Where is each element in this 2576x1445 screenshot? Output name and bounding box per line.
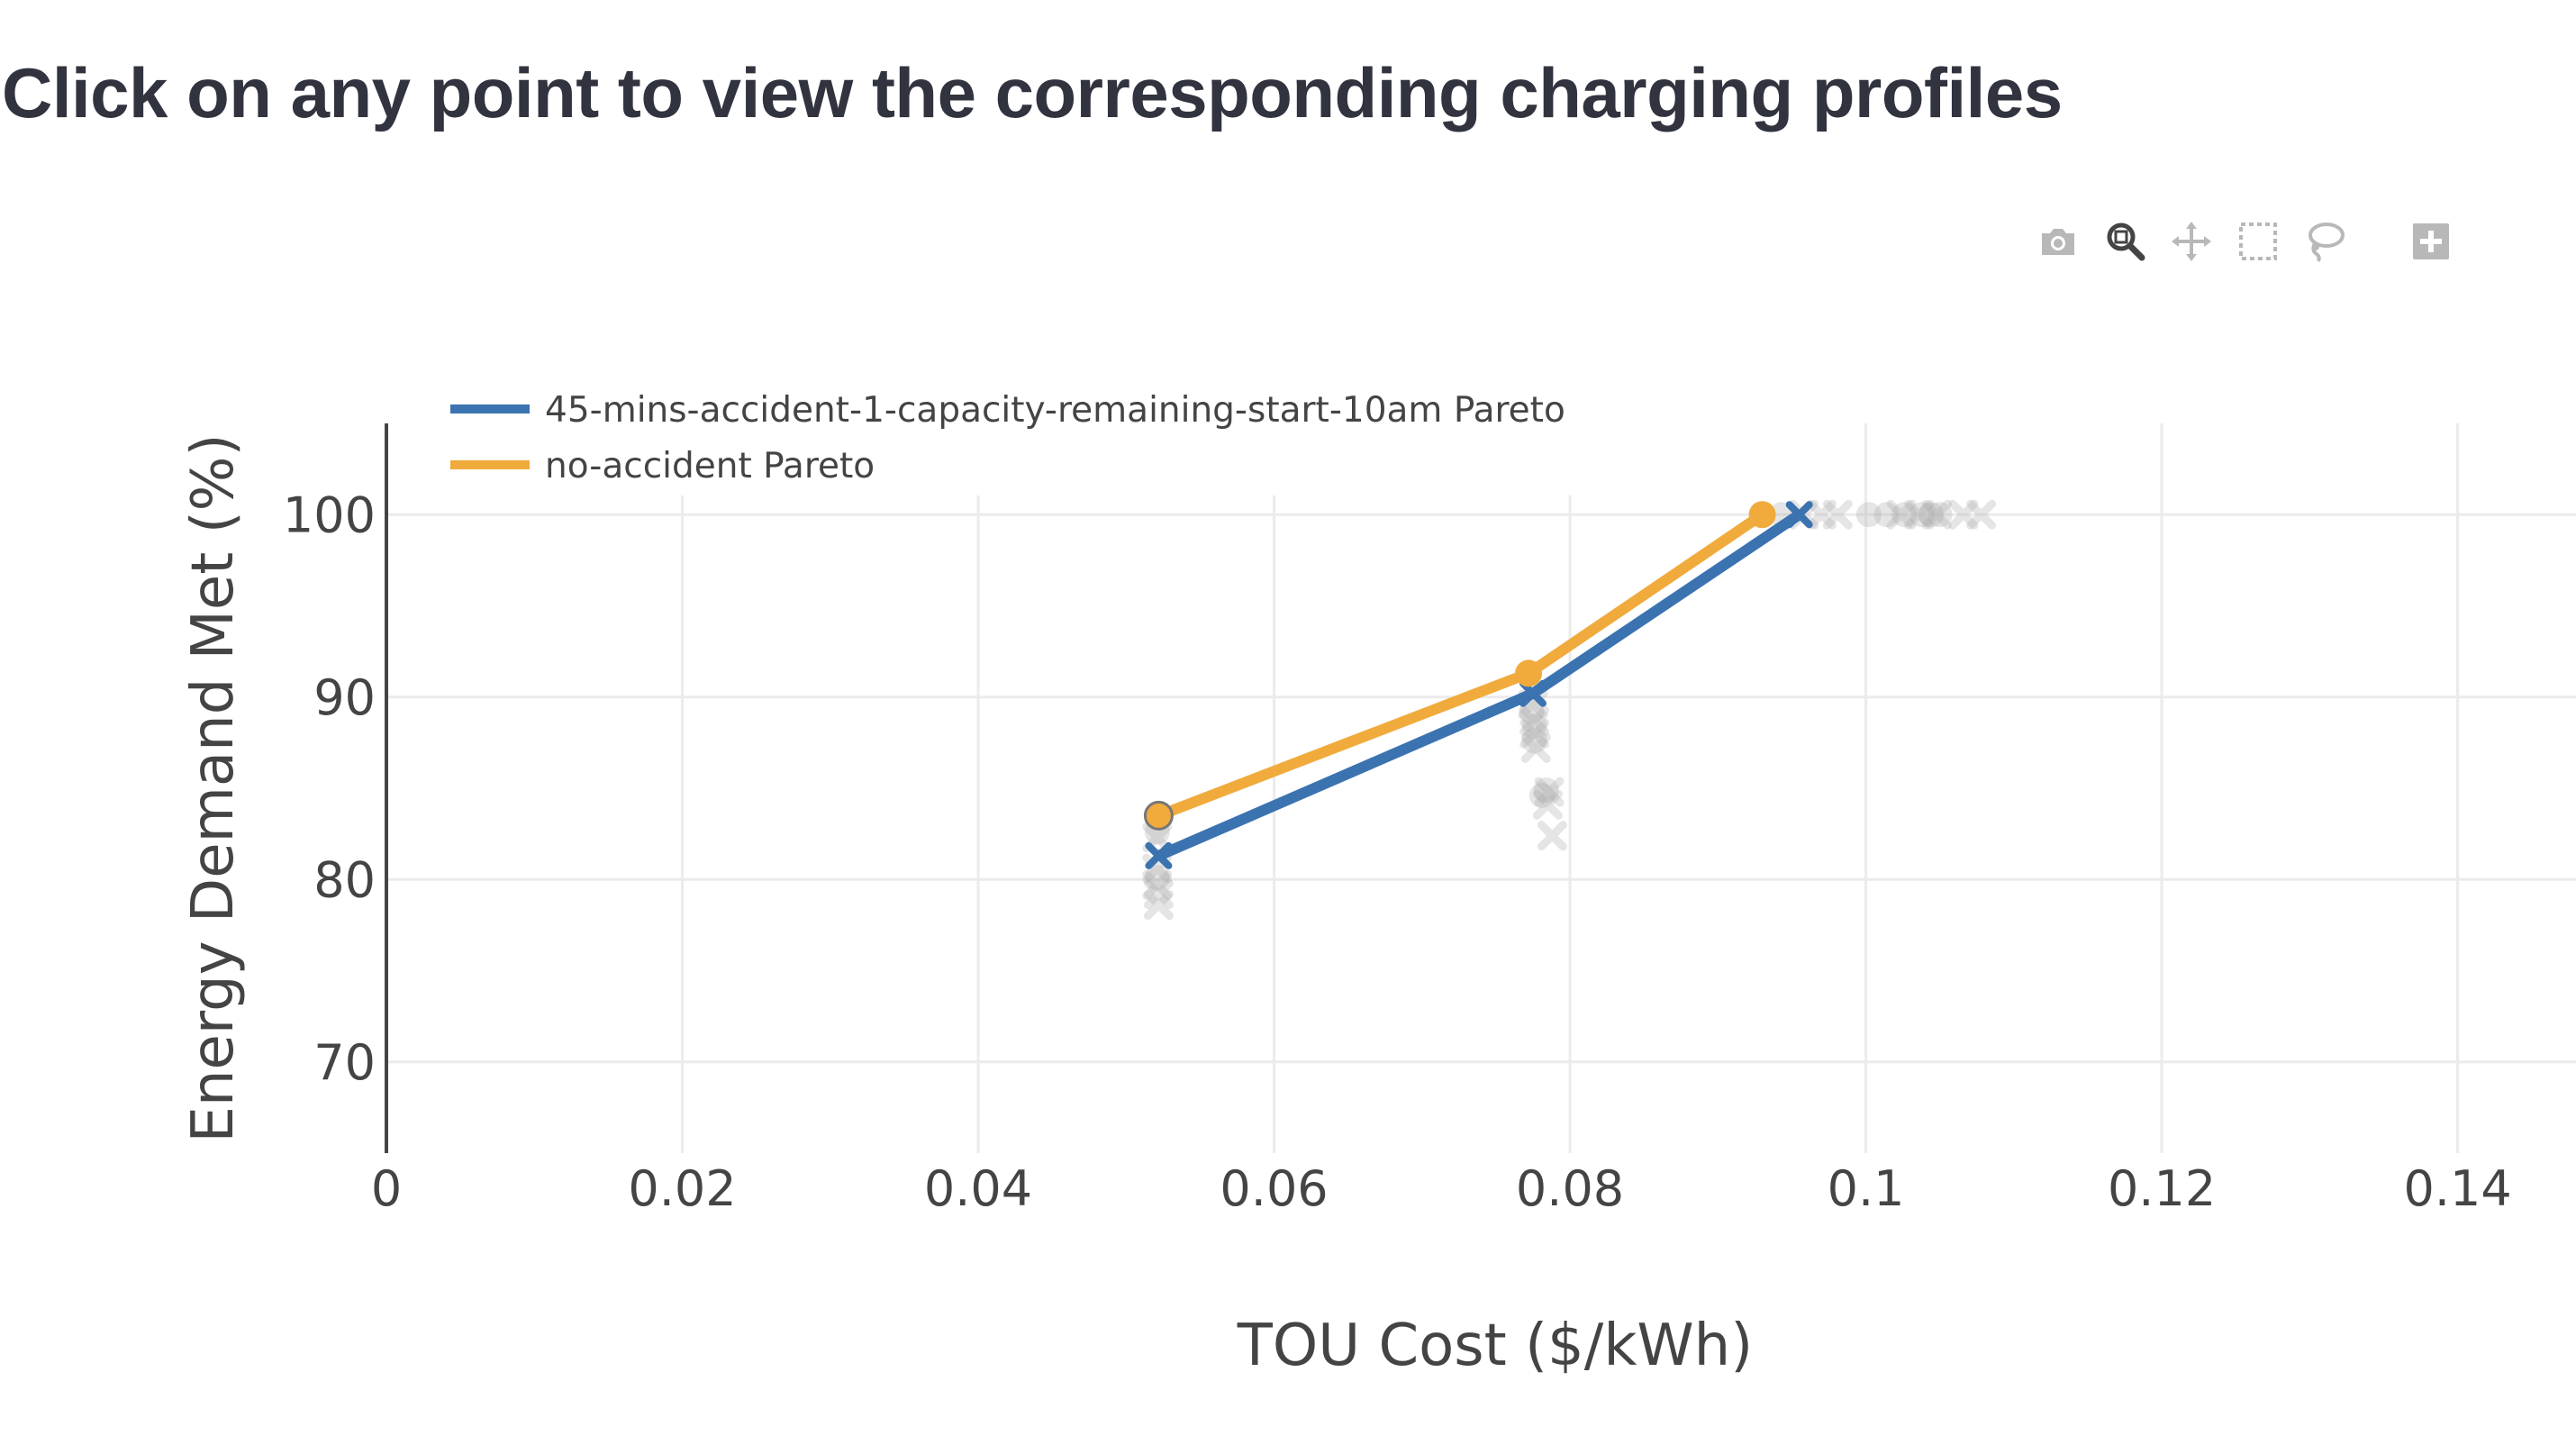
background-point-x-2[interactable]: [1142, 869, 1173, 900]
series-0-point-0[interactable]: [1145, 841, 1173, 869]
y-tick-label-2: 90: [313, 669, 376, 726]
legend-item-0[interactable]: 45-mins-accident-1-capacity-remaining-st…: [450, 390, 1565, 431]
page-title: Click on any point to view the correspon…: [2, 53, 2063, 132]
background-point-x-16[interactable]: [1904, 499, 1935, 530]
background-point-x-19[interactable]: [1966, 499, 1997, 530]
box-select-icon[interactable]: [2231, 214, 2285, 268]
background-point-circle-8[interactable]: [1855, 502, 1882, 528]
x-tick-label-2: 0.04: [924, 1160, 1032, 1217]
background-point-x-15[interactable]: [1886, 499, 1917, 530]
background-point-x-3[interactable]: [1143, 878, 1174, 909]
background-point-x-17[interactable]: [1921, 499, 1952, 530]
series-1-point-2[interactable]: [1748, 501, 1776, 529]
y-tick-labels: 70 80 90 100: [283, 486, 376, 1091]
zoom-in-icon[interactable]: [2404, 214, 2458, 268]
background-point-circle-6[interactable]: [1533, 777, 1559, 804]
background-point-circle-5[interactable]: [1528, 783, 1555, 809]
series-line-1[interactable]: [1156, 510, 1765, 821]
pan-icon[interactable]: [2164, 214, 2218, 268]
y-axis-title: Energy Demand Met (%): [180, 434, 247, 1143]
lasso-select-icon[interactable]: [2298, 214, 2352, 268]
background-point-circle-1[interactable]: [1144, 865, 1170, 891]
x-tick-label-3: 0.06: [1220, 1160, 1328, 1217]
background-point-x-10[interactable]: [1537, 821, 1567, 851]
background-point-x-7[interactable]: [1519, 718, 1550, 749]
background-point-circle-4[interactable]: [1521, 728, 1547, 754]
background-point-x-8[interactable]: [1520, 732, 1551, 763]
x-tick-label-5: 0.1: [1828, 1160, 1905, 1217]
camera-icon[interactable]: [2031, 214, 2085, 268]
x-tick-label-6: 0.12: [2108, 1160, 2216, 1217]
background-point-x-9[interactable]: [1534, 777, 1565, 807]
y-tick-label-3: 100: [283, 486, 376, 543]
background-point-circle-13[interactable]: [1927, 502, 1953, 528]
legend-background: [425, 378, 1731, 495]
background-point-circle-11[interactable]: [1909, 502, 1935, 528]
legend[interactable]: 45-mins-accident-1-capacity-remaining-st…: [425, 378, 1731, 495]
pareto-series[interactable]: [1143, 501, 1813, 869]
series-0-point-1[interactable]: [1519, 679, 1547, 707]
background-point-circle-3[interactable]: [1521, 713, 1547, 740]
background-point-x-14[interactable]: [1822, 499, 1853, 530]
x-tick-label-0: 0: [371, 1160, 402, 1217]
x-tick-label-7: 0.14: [2403, 1160, 2511, 1217]
background-point-circle-10[interactable]: [1891, 502, 1918, 528]
background-point-circle-12[interactable]: [1918, 502, 1944, 528]
series-1-point-0[interactable]: [1143, 800, 1174, 831]
series-0-point-2[interactable]: [1785, 501, 1813, 529]
legend-label-0: 45-mins-accident-1-capacity-remaining-st…: [545, 390, 1565, 431]
series-line-0[interactable]: [1156, 510, 1802, 861]
background-point-x-13[interactable]: [1806, 499, 1837, 530]
y-tick-label-0: 70: [313, 1034, 376, 1091]
x-tick-label-4: 0.08: [1516, 1160, 1624, 1217]
x-axis-title: TOU Cost ($/kWh): [1237, 1313, 1753, 1379]
x-tick-label-1: 0.02: [628, 1160, 736, 1217]
background-point-x-18[interactable]: [1948, 499, 1979, 530]
background-point-x-4[interactable]: [1143, 890, 1174, 921]
background-point-x-6[interactable]: [1519, 705, 1550, 736]
plot-modebar: [2031, 214, 2458, 268]
background-point-circle-9[interactable]: [1873, 502, 1900, 528]
legend-item-1[interactable]: no-accident Pareto: [450, 446, 875, 486]
grid-lines: [386, 423, 2576, 1153]
zoom-icon[interactable]: [2098, 214, 2152, 268]
background-points[interactable]: [1142, 499, 1997, 921]
background-point-x-11[interactable]: [1532, 789, 1563, 820]
x-tick-labels: 0 0.02 0.04 0.06 0.08 0.1 0.12 0.14: [371, 1160, 2512, 1217]
legend-label-1: no-accident Pareto: [545, 446, 875, 486]
series-1-point-1[interactable]: [1515, 659, 1543, 687]
y-tick-label-1: 80: [313, 851, 376, 908]
